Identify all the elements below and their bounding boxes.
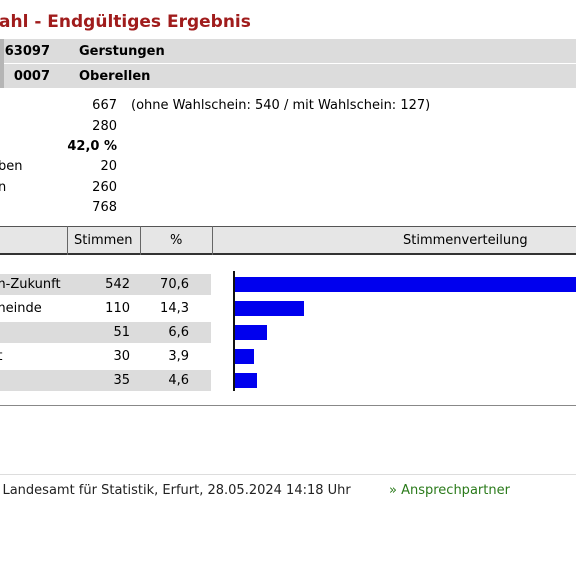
turnout-value: 42,0 % bbox=[67, 139, 117, 154]
footer-divider bbox=[0, 474, 576, 475]
total-votes-value: 768 bbox=[92, 200, 117, 215]
region-row-municipality bbox=[0, 39, 576, 63]
party-percent: 3,9 bbox=[168, 349, 189, 364]
header-divider bbox=[67, 226, 68, 255]
region-row-district bbox=[0, 64, 576, 88]
vote-share-bar bbox=[235, 349, 254, 364]
party-name: meinde bbox=[0, 301, 42, 316]
footer-source: r Landesamt für Statistik, Erfurt, 28.05… bbox=[0, 483, 351, 498]
vote-share-bar bbox=[235, 373, 257, 388]
invalid-label: ben bbox=[0, 159, 23, 174]
party-votes: 35 bbox=[113, 373, 130, 388]
header-divider bbox=[140, 226, 141, 255]
col-header-votes: Stimmen bbox=[74, 233, 133, 248]
region-accent-bar bbox=[0, 39, 4, 88]
valid-label: n bbox=[0, 180, 7, 195]
municipality-name: Gerstungen bbox=[79, 44, 165, 59]
party-percent: 6,6 bbox=[168, 325, 189, 340]
distribution-axis bbox=[233, 271, 235, 391]
vote-share-bar bbox=[235, 277, 576, 292]
results-table-header bbox=[0, 226, 576, 255]
party-votes: 30 bbox=[113, 349, 130, 364]
party-percent: 4,6 bbox=[168, 373, 189, 388]
district-name: Oberellen bbox=[79, 69, 151, 84]
table-bottom-rule bbox=[0, 405, 576, 406]
region-divider bbox=[0, 63, 576, 64]
contact-link[interactable]: » Ansprechpartner bbox=[389, 483, 510, 498]
table-row-bg bbox=[0, 274, 211, 295]
header-divider bbox=[212, 226, 213, 255]
party-name: ft bbox=[0, 349, 2, 364]
municipality-code: 63097 bbox=[4, 44, 50, 59]
party-percent: 70,6 bbox=[160, 277, 189, 292]
voters-value: 280 bbox=[92, 119, 117, 134]
party-votes: 110 bbox=[105, 301, 130, 316]
table-row-bg bbox=[0, 322, 211, 343]
invalid-value: 20 bbox=[100, 159, 117, 174]
eligible-value: 667 bbox=[92, 98, 117, 113]
table-row-bg bbox=[0, 370, 211, 391]
party-votes: 51 bbox=[113, 325, 130, 340]
party-percent: 14,3 bbox=[160, 301, 189, 316]
vote-share-bar bbox=[235, 301, 304, 316]
eligible-note: (ohne Wahlschein: 540 / mit Wahlschein: … bbox=[131, 98, 431, 113]
vote-share-bar bbox=[235, 325, 267, 340]
col-header-distribution: Stimmenverteilung bbox=[403, 233, 528, 248]
party-votes: 542 bbox=[105, 277, 130, 292]
col-header-percent: % bbox=[170, 233, 183, 248]
party-name: m-Zukunft bbox=[0, 277, 61, 292]
valid-value: 260 bbox=[92, 180, 117, 195]
page-title: ahl - Endgültiges Ergebnis bbox=[0, 12, 251, 32]
district-code: 0007 bbox=[13, 69, 50, 84]
